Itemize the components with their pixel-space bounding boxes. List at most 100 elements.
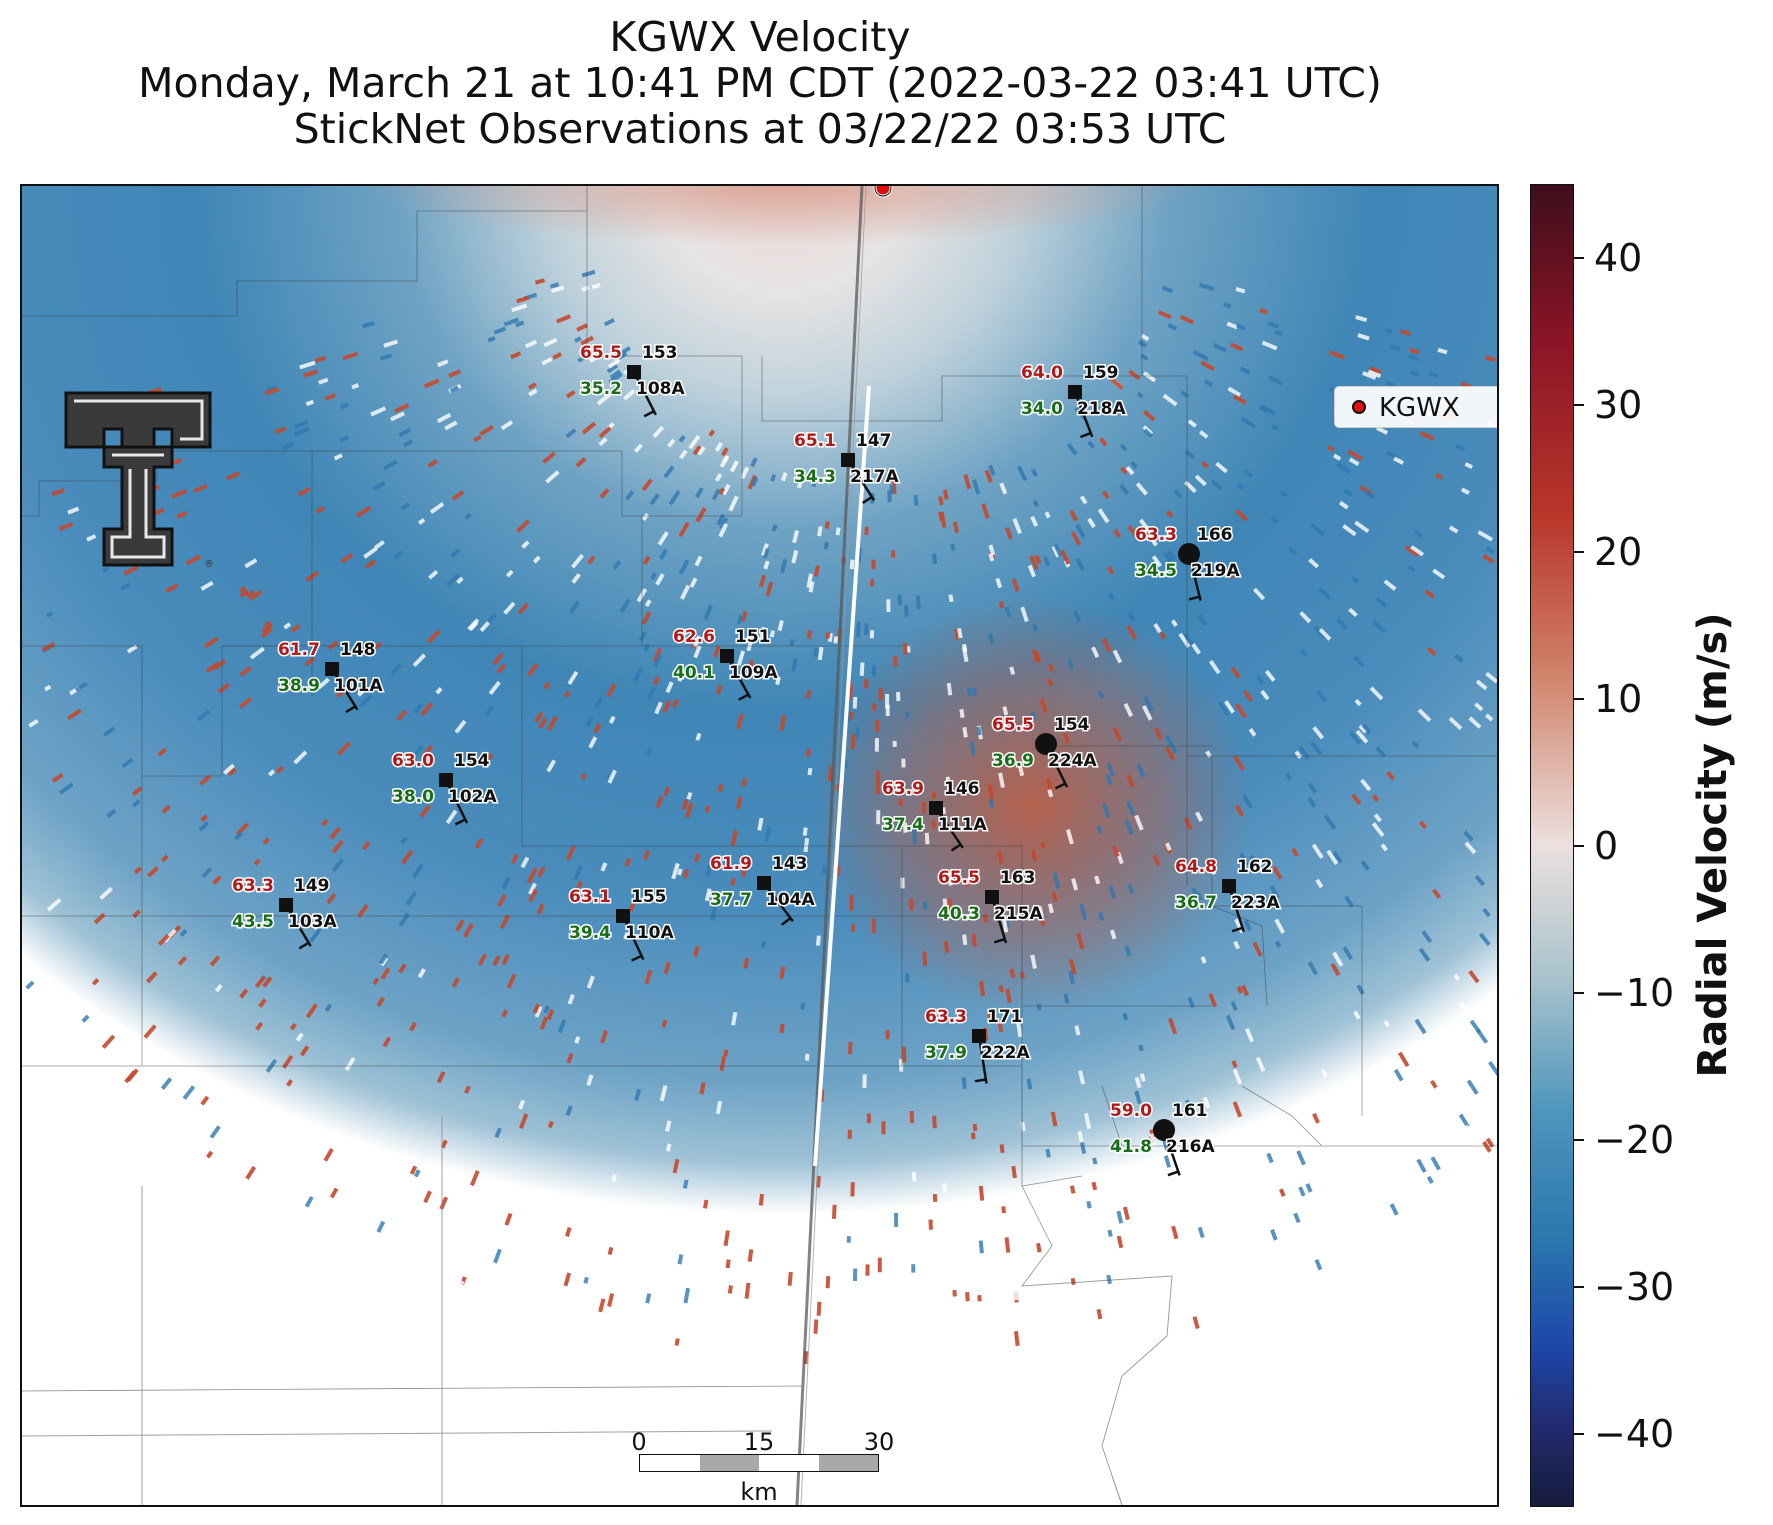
station-222a[interactable]: 63.3 171 37.9 222A — [924, 1006, 1032, 1084]
station-wind-direction: 151 — [735, 627, 771, 647]
station-temperature: 61.7 — [278, 640, 320, 660]
station-id: 224A — [1048, 751, 1097, 771]
station-111a[interactable]: 63.9 146 37.4 111A — [881, 778, 989, 852]
colorbar-tick — [1574, 1285, 1584, 1288]
station-216a[interactable]: 59.0 161 41.8 216A — [1109, 1100, 1217, 1177]
wind-barb — [621, 915, 645, 961]
station-temperature: 63.1 — [569, 887, 611, 907]
wind-barb-flag — [643, 410, 655, 418]
station-temperature: 65.1 — [794, 431, 836, 451]
wind-barb-flag — [780, 917, 792, 926]
station-dewpoint: 43.5 — [232, 912, 274, 932]
station-marker-square — [616, 909, 630, 923]
station-wind-direction: 171 — [987, 1007, 1023, 1027]
station-dewpoint: 34.3 — [794, 467, 836, 487]
station-wind-direction: 154 — [454, 751, 490, 771]
station-marker-square — [757, 876, 771, 890]
station-id: 101A — [334, 676, 383, 696]
colorbar-tick — [1574, 991, 1584, 994]
station-102a[interactable]: 63.0 154 38.0 102A — [391, 750, 499, 826]
station-temperature: 61.9 — [710, 854, 752, 874]
station-217a[interactable]: 65.1 147 34.3 217A — [793, 430, 901, 504]
colorbar-tick — [1574, 1432, 1584, 1435]
station-wind-direction: 166 — [1197, 525, 1233, 545]
colorbar-tick-label: 20 — [1594, 529, 1643, 574]
colorbar-tick-label: 30 — [1594, 382, 1643, 427]
map-legend: KGWX — [1334, 386, 1497, 428]
station-wind-direction: 161 — [1172, 1101, 1208, 1121]
colorbar-tick — [1574, 403, 1584, 406]
station-marker-square — [325, 662, 339, 676]
wind-barb-flag — [631, 954, 643, 962]
radar-radial — [813, 385, 871, 1167]
station-temperature: 65.5 — [938, 868, 980, 888]
station-temperature: 62.6 — [673, 627, 715, 647]
station-wind-direction: 162 — [1237, 857, 1273, 877]
wind-barb-flag — [298, 941, 310, 950]
station-wind-direction: 149 — [294, 876, 330, 896]
colorbar-tick — [1574, 844, 1584, 847]
station-223a[interactable]: 64.8 162 36.7 223A — [1174, 856, 1282, 933]
kgwx-radar-marker[interactable] — [873, 186, 893, 198]
station-marker-square — [972, 1029, 986, 1043]
colorbar-tick — [1574, 256, 1584, 259]
radar-map-canvas: 65.5 153 35.2 108A 64.0 159 34.0 218A 65.1 147 34.… — [22, 186, 1497, 1505]
wind-barb — [632, 371, 657, 416]
station-id: 219A — [1191, 561, 1240, 581]
station-id: 216A — [1166, 1137, 1215, 1157]
colorbar-tick-label: −10 — [1594, 970, 1675, 1015]
station-219a[interactable]: 63.3 166 34.5 219A — [1134, 524, 1242, 601]
station-dewpoint: 36.9 — [992, 751, 1034, 771]
station-218a[interactable]: 64.0 159 34.0 218A — [1020, 362, 1128, 439]
station-104a[interactable]: 61.9 143 37.7 104A — [709, 853, 817, 926]
station-wind-direction: 159 — [1083, 363, 1119, 383]
station-109a[interactable]: 62.6 151 40.1 109A — [672, 626, 780, 701]
station-marker-circle — [1035, 733, 1057, 755]
station-id: 218A — [1077, 399, 1126, 419]
wind-barb-flag — [1167, 1170, 1179, 1177]
station-dewpoint: 36.7 — [1175, 893, 1217, 913]
radar-map[interactable]: 65.5 153 35.2 108A 64.0 159 34.0 218A 65.1 147 34.… — [20, 184, 1499, 1507]
station-temperature: 65.5 — [992, 715, 1034, 735]
svg-text:®: ® — [204, 559, 214, 570]
station-marker-square — [439, 773, 453, 787]
station-marker-square — [1068, 385, 1082, 399]
wind-barb-flag — [1080, 431, 1092, 439]
wind-barb-flag — [974, 1078, 987, 1083]
wind-barb-flag — [950, 843, 962, 852]
station-id: 223A — [1231, 893, 1280, 913]
colorbar-tick-label: −40 — [1594, 1411, 1675, 1456]
station-id: 111A — [938, 815, 987, 835]
station-108a[interactable]: 65.5 153 35.2 108A — [579, 342, 687, 418]
station-101a[interactable]: 61.7 148 38.9 101A — [277, 639, 385, 714]
station-dewpoint: 38.0 — [392, 787, 434, 807]
station-id: 104A — [766, 890, 815, 910]
station-dewpoint: 35.2 — [580, 379, 622, 399]
title-line-2: Monday, March 21 at 10:41 PM CDT (2022-0… — [138, 59, 1382, 107]
wind-barb — [1227, 885, 1245, 933]
colorbar-tick-label: 0 — [1594, 823, 1619, 868]
wind-barb-flag — [454, 818, 466, 826]
colorbar-tick — [1574, 1138, 1584, 1141]
station-temperature: 59.0 — [1110, 1101, 1152, 1121]
station-215a[interactable]: 65.5 163 40.3 215A — [937, 867, 1045, 944]
station-id: 102A — [448, 787, 497, 807]
station-dewpoint: 34.0 — [1021, 399, 1063, 419]
station-dewpoint: 37.9 — [925, 1043, 967, 1063]
county-boundaries — [22, 186, 1497, 1287]
colorbar-tick — [1574, 550, 1584, 553]
station-dewpoint: 34.5 — [1135, 561, 1177, 581]
wind-barb-flag — [1231, 926, 1243, 933]
station-marker-square — [720, 649, 734, 663]
station-224a[interactable]: 65.5 154 36.9 224A — [991, 714, 1099, 790]
station-marker-square — [627, 365, 641, 379]
station-marker-square — [841, 453, 855, 467]
wind-barb — [990, 896, 1008, 944]
station-103a[interactable]: 63.3 149 43.5 103A — [231, 875, 339, 950]
wind-barb-flag — [738, 693, 749, 701]
station-id: 215A — [994, 904, 1043, 924]
wind-barb-flag — [993, 937, 1006, 944]
station-id: 222A — [981, 1043, 1030, 1063]
colorbar-label: Radial Velocity (m/s) — [1690, 612, 1736, 1078]
station-110a[interactable]: 63.1 155 39.4 110A — [568, 886, 676, 962]
